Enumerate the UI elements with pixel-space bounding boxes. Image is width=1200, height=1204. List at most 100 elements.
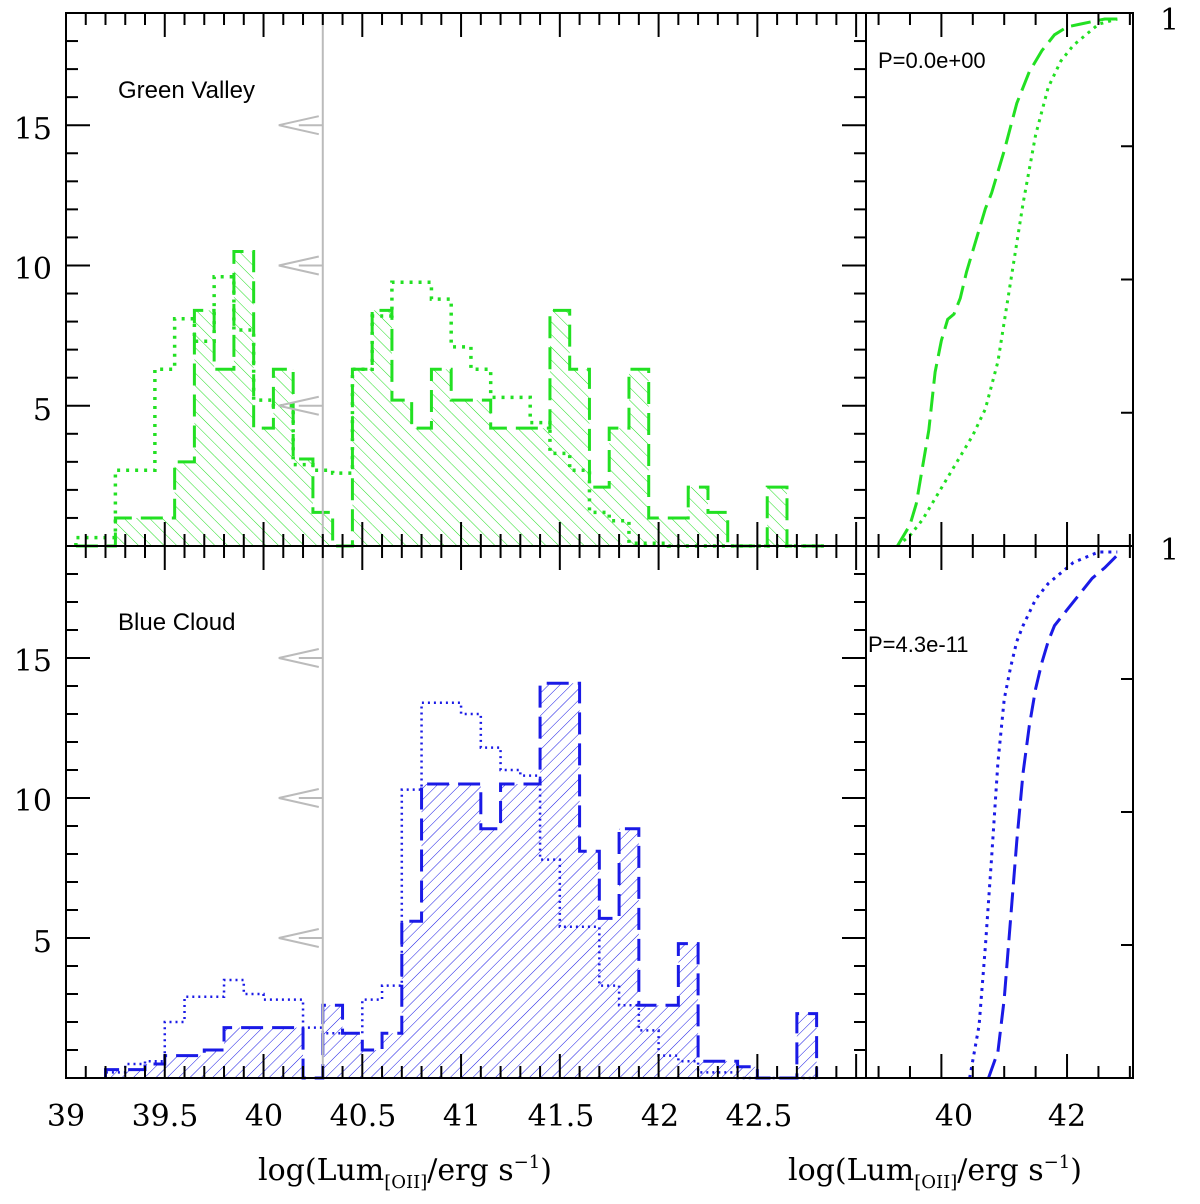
x-axis-label-cdf: log(Lum[OII]/erg s−1): [788, 1152, 1082, 1193]
hist-bar-blue-cloud: [105, 1069, 126, 1078]
y-tick-label-lower: 15: [14, 644, 52, 679]
hist-bar-green-valley: [135, 517, 155, 546]
labels: Green Valley Blue Cloud P=0.0e+00 P=4.3e…: [14, 3, 1179, 1193]
x-tick-label: 41.5: [528, 1099, 595, 1134]
hist-bar-blue-cloud: [638, 1005, 659, 1078]
hist-bar-blue-cloud: [737, 1066, 758, 1078]
panel-label-blue-cloud: Blue Cloud: [118, 609, 235, 636]
x-axis-label-main: log(Lum[OII]/erg s−1): [258, 1152, 552, 1193]
hist-bar-blue-cloud: [441, 784, 462, 1078]
x-tick-label: 41: [443, 1099, 481, 1134]
hist-bar-green-valley: [628, 369, 649, 546]
hist-bar-blue-cloud: [658, 1005, 679, 1078]
hist-bar-blue-cloud: [322, 1005, 343, 1078]
cdf-panel-frame: [865, 12, 1134, 547]
hist-bar-blue-cloud: [540, 683, 560, 1078]
hist-bar-blue-cloud: [796, 1013, 817, 1078]
hist-bar-blue-cloud: [579, 851, 600, 1078]
limit-arrow-head: [278, 395, 320, 416]
p-value-blue-cloud: P=4.3e-11: [868, 632, 969, 657]
hist-bar-green-valley: [707, 512, 728, 546]
hist-bar-blue-cloud: [520, 784, 541, 1078]
x-tick-label: 42.5: [726, 1099, 793, 1134]
hist-bar-blue-cloud: [145, 1064, 165, 1078]
cdf-line-dotted-green-valley: [896, 17, 1118, 548]
hist-bar-blue-cloud: [164, 1055, 185, 1078]
hist-bar-blue-cloud: [698, 1061, 718, 1078]
hist-bar-blue-cloud: [619, 828, 639, 1078]
hist-bar-green-valley: [431, 369, 452, 546]
hist-bar-blue-cloud: [382, 1033, 402, 1078]
hist-bar-green-valley: [589, 487, 610, 546]
x-tick-label: 42: [641, 1099, 679, 1134]
hist-outline-dashed-green-valley: [75, 249, 827, 548]
cdf-panel-frame: [865, 545, 1134, 1079]
limit-arrow-head: [278, 115, 320, 136]
hist-bar-green-valley: [451, 400, 471, 546]
cdf-x-tick-label: 40: [935, 1099, 973, 1134]
limit-arrow-head: [278, 928, 320, 948]
hist-bar-green-valley: [609, 428, 629, 546]
hist-bar-green-valley: [490, 428, 511, 546]
x-tick-label: 40.5: [330, 1099, 397, 1134]
y-tick-label-upper: 15: [14, 112, 52, 147]
hist-bar-green-valley: [767, 487, 787, 546]
x-tick-label: 39.5: [132, 1099, 199, 1134]
hist-bar-green-valley: [233, 251, 254, 546]
hist-bar-green-valley: [372, 310, 392, 546]
hist-bar-green-valley: [530, 428, 550, 546]
cdf-line-dashed-blue-cloud: [987, 550, 1122, 1079]
hist-bar-green-valley: [115, 517, 136, 546]
hist-bar-blue-cloud: [401, 921, 422, 1078]
hist-bar-blue-cloud: [599, 918, 620, 1078]
limit-arrow-head: [278, 648, 320, 668]
limit-arrow-head: [278, 255, 320, 276]
hist-bar-green-valley: [174, 461, 195, 546]
hist-bar-green-valley: [273, 369, 294, 546]
hist-outline-dotted-green-valley: [74, 274, 827, 548]
p-value-green-valley: P=0.0e+00: [878, 48, 986, 73]
hist-bar-blue-cloud: [717, 1061, 738, 1078]
hist-bar-green-valley: [668, 517, 689, 546]
panel-label-green-valley: Green Valley: [118, 77, 255, 104]
hist-bar-blue-cloud: [224, 1027, 244, 1078]
hist-bar-blue-cloud: [283, 1027, 304, 1078]
x-tick-label: 40: [245, 1099, 283, 1134]
histogram-fills: [105, 251, 817, 1078]
hist-bar-blue-cloud: [204, 1050, 225, 1078]
limit-arrow-head: [278, 788, 320, 808]
y-tick-label-lower: 5: [33, 925, 52, 960]
hist-bar-blue-cloud: [125, 1069, 146, 1078]
cdf-line-dashed-green-valley: [896, 17, 1118, 547]
y-tick-label-upper: 5: [33, 393, 52, 428]
hist-bar-green-valley: [293, 459, 313, 546]
hist-bar-green-valley: [411, 428, 432, 546]
hist-bar-blue-cloud: [421, 784, 442, 1078]
hist-bar-green-valley: [391, 400, 412, 546]
hist-bar-blue-cloud: [559, 683, 580, 1078]
hist-bar-green-valley: [470, 400, 491, 546]
hist-bar-blue-cloud: [263, 1027, 284, 1078]
hist-bar-blue-cloud: [480, 828, 501, 1078]
hist-bar-blue-cloud: [500, 784, 521, 1078]
hist-bar-green-valley: [214, 369, 234, 546]
hist-bar-blue-cloud: [342, 1033, 363, 1078]
cdf-top-label-lower: 1: [1160, 533, 1179, 568]
hist-bar-green-valley: [510, 428, 531, 546]
x-tick-label: 39: [47, 1099, 85, 1134]
hist-bar-blue-cloud: [184, 1055, 205, 1078]
hist-bar-blue-cloud: [461, 784, 481, 1078]
cdf-line-dotted-blue-cloud: [968, 550, 1118, 1079]
hist-bar-green-valley: [194, 310, 215, 546]
y-tick-label-lower: 10: [14, 784, 52, 819]
cdf-curves: [896, 17, 1122, 1079]
hist-bar-green-valley: [549, 310, 570, 546]
hist-outline-dashed-blue-cloud: [104, 681, 819, 1080]
cdf-top-label-upper: 1: [1160, 3, 1179, 38]
hist-bar-green-valley: [253, 428, 274, 546]
hist-bar-blue-cloud: [362, 1050, 383, 1078]
cdf-x-tick-label: 42: [1048, 1099, 1086, 1134]
hist-bar-blue-cloud: [243, 1027, 264, 1078]
frames-and-ticks: [65, 12, 1134, 1079]
